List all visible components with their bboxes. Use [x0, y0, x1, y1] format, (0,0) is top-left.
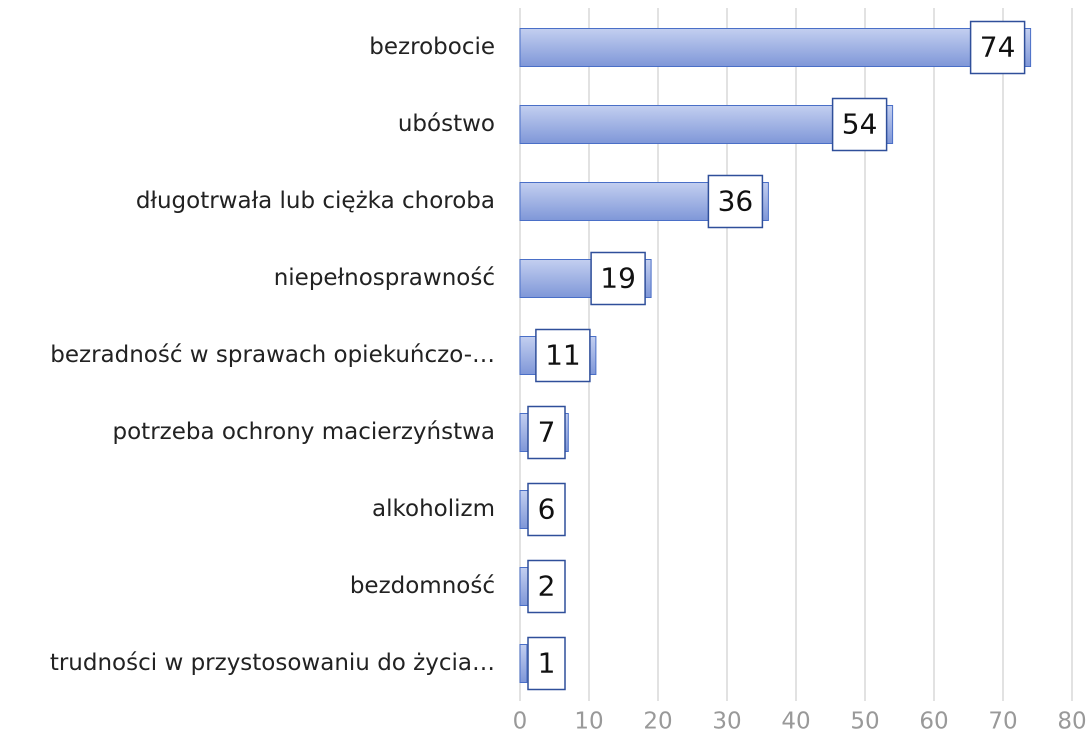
x-tick-label: 30: [712, 709, 741, 735]
value-label-box: [527, 559, 566, 614]
value-label: 2: [538, 570, 556, 603]
y-tick-label: bezdomność: [350, 573, 495, 599]
value-label-box: [527, 636, 566, 691]
value-label-box: [590, 251, 646, 306]
value-label: 6: [538, 493, 556, 526]
y-tick-label: trudności w przystosowaniu do życia…: [50, 650, 495, 676]
y-tick-label: alkoholizm: [372, 496, 495, 522]
x-tick-label: 10: [574, 709, 603, 735]
bar: [519, 28, 1032, 67]
x-tick-label: 40: [781, 709, 810, 735]
x-tick-label: 80: [1057, 709, 1086, 735]
value-label: 54: [842, 108, 878, 141]
y-tick-label: bezrobocie: [369, 34, 495, 60]
x-tick-label: 0: [513, 709, 528, 735]
y-tick-label: niepełnosprawność: [274, 265, 495, 291]
value-label: 19: [600, 262, 636, 295]
value-label: 36: [718, 185, 754, 218]
y-tick-label: potrzeba ochrony macierzyństwa: [113, 419, 496, 445]
x-tick-label: 20: [643, 709, 672, 735]
y-tick-label: bezradność w sprawach opiekuńczo-…: [50, 342, 495, 368]
value-label: 11: [545, 339, 581, 372]
y-tick-label: długotrwała lub ciężka choroba: [136, 188, 495, 214]
y-tick-label: ubóstwo: [398, 111, 495, 137]
value-label: 74: [980, 31, 1016, 64]
value-label-box: [831, 97, 888, 152]
x-tick-label: 60: [919, 709, 948, 735]
bar: [519, 105, 894, 144]
value-label-box: [969, 20, 1026, 75]
value-label-box: [535, 328, 591, 383]
value-label: 7: [538, 416, 556, 449]
bar: [519, 644, 528, 683]
x-tick-label: 50: [850, 709, 879, 735]
value-label: 1: [538, 647, 556, 680]
x-tick-label: 70: [988, 709, 1017, 735]
value-label-box: [527, 482, 566, 537]
value-label-box: [527, 405, 566, 460]
value-label-box: [707, 174, 764, 229]
